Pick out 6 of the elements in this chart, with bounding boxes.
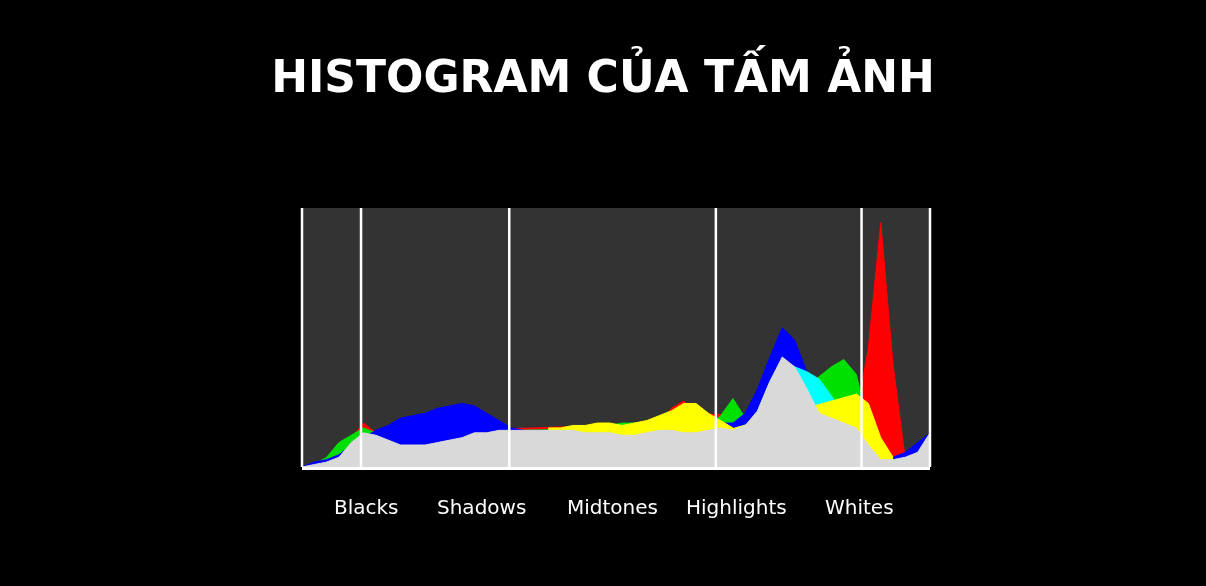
text: Blacks [334,495,399,519]
text: Shadows [437,495,527,519]
text: Whites [825,495,894,519]
text: Midtones [567,495,658,519]
chart-title: HISTOGRAM CỦA TẤM ẢNH [271,43,935,102]
text: Highlights [686,495,787,519]
